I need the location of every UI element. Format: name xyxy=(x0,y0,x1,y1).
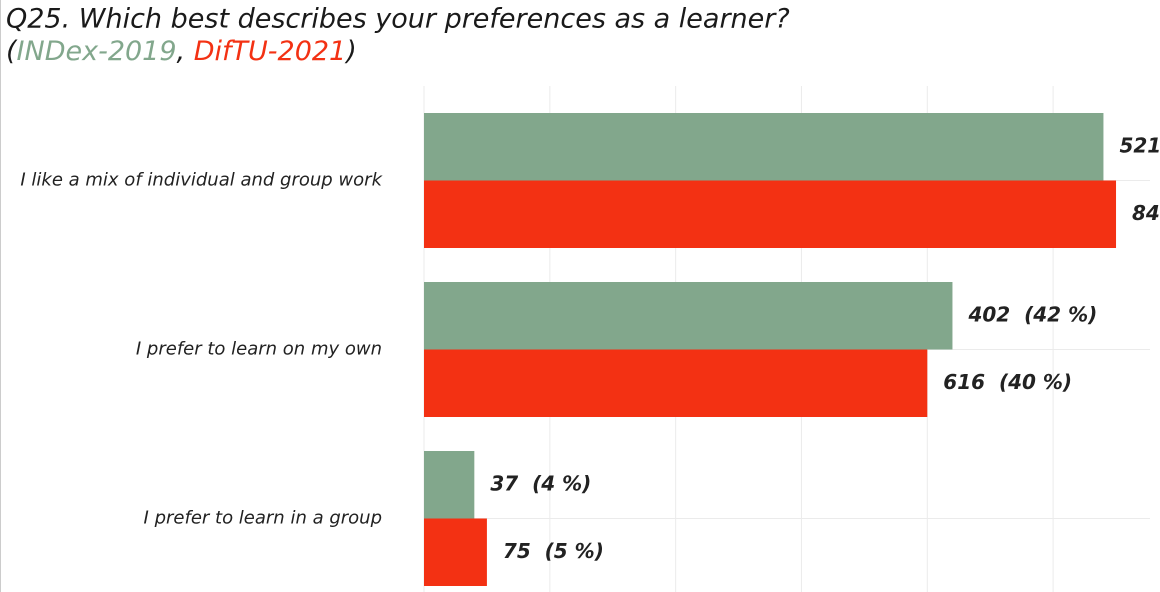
plot: I like a mix of individual and group wor… xyxy=(20,113,1160,586)
value-label: 521 (54 %) xyxy=(1119,133,1160,157)
value-label: 847 (55 %) xyxy=(1132,201,1160,225)
bar xyxy=(424,518,487,586)
y-tick-label: I prefer to learn on my own xyxy=(136,339,382,360)
value-label: 75 (5 %) xyxy=(503,539,604,563)
legend-separator: , xyxy=(177,36,194,67)
legend-close: ) xyxy=(344,36,357,67)
legend-open: ( xyxy=(6,36,18,67)
y-tick-label: I prefer to learn in a group xyxy=(144,508,382,529)
bar xyxy=(424,180,1117,248)
legend: (INDex-2019, DifTU-2021) xyxy=(6,36,357,67)
value-label: 616 (40 %) xyxy=(943,370,1072,394)
y-tick-label: I like a mix of individual and group wor… xyxy=(20,170,383,191)
bar xyxy=(424,451,475,519)
value-label: 37 (4 %) xyxy=(490,471,591,495)
legend-entry: DifTU-2021 xyxy=(194,36,347,67)
value-label: 402 (42 %) xyxy=(967,302,1097,326)
chart-title: Q25. Which best describes your preferenc… xyxy=(6,4,790,35)
bar xyxy=(424,282,953,350)
bar xyxy=(424,113,1104,181)
bar xyxy=(424,349,928,417)
legend-entry: INDex-2019 xyxy=(17,36,177,67)
